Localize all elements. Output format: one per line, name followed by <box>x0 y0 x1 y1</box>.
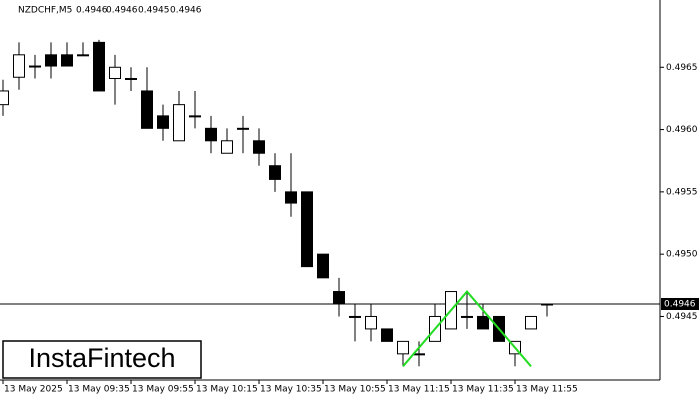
header-close: 0.4946 <box>170 6 202 16</box>
candle-body <box>365 315 377 330</box>
candle-body <box>77 54 89 57</box>
candle-body <box>477 315 489 330</box>
header-high: 0.4946 <box>106 6 138 16</box>
y-tick-label: 0.4960 <box>666 125 698 135</box>
x-tick-label: 13 May 11:35 <box>452 385 514 395</box>
candle-body <box>173 104 185 142</box>
price-label-box <box>661 298 699 310</box>
logo: InstaFintech <box>28 343 175 373</box>
candle-body <box>189 115 201 118</box>
candle-body <box>29 65 41 68</box>
logo-box <box>2 340 202 379</box>
candle-body <box>525 315 537 330</box>
x-tick-label: 13 May 09:55 <box>132 385 194 395</box>
candle-body <box>253 140 265 154</box>
candle-body <box>349 315 361 318</box>
candle-body <box>237 127 249 130</box>
candle-body <box>301 191 313 268</box>
candle-body <box>461 315 473 318</box>
candle-body <box>413 353 425 356</box>
header-open: 0.4946 <box>76 6 108 16</box>
y-tick-label: 0.4965 <box>666 63 698 73</box>
symbol: NZDCHF,M5 <box>18 6 72 16</box>
x-tick-label: 13 May 10:35 <box>260 385 322 395</box>
candle-body <box>317 253 329 279</box>
price-label: 0.4946 <box>664 300 696 310</box>
candle-body <box>221 140 233 154</box>
y-tick-label: 0.4955 <box>666 187 698 197</box>
candle-body <box>205 127 217 142</box>
x-tick-label: 13 May 2025 <box>4 385 63 395</box>
candle-body <box>61 54 73 67</box>
candle-body <box>109 66 121 79</box>
candle-body <box>45 54 57 67</box>
x-tick-label: 13 May 09:35 <box>68 385 130 395</box>
x-tick-label: 13 May 10:15 <box>196 385 258 395</box>
x-tick-label: 13 May 11:15 <box>388 385 450 395</box>
candle-body <box>13 54 25 78</box>
candle-body <box>141 90 153 129</box>
x-tick-label: 13 May 11:55 <box>516 385 578 395</box>
candle-body <box>541 303 553 306</box>
candle-body <box>381 328 393 342</box>
candle-body <box>285 191 297 204</box>
candle-body <box>125 77 137 80</box>
header-low: 0.4945 <box>138 6 170 16</box>
y-tick-label: 0.4950 <box>666 250 698 260</box>
candle-body <box>269 165 281 180</box>
candle-body <box>93 41 105 92</box>
y-tick-label: 0.4945 <box>666 312 698 322</box>
candle-body <box>157 115 169 129</box>
pattern-line <box>402 290 532 367</box>
candle-body <box>397 340 409 355</box>
candle-body <box>0 90 9 106</box>
candle-body <box>333 291 345 305</box>
x-tick-label: 13 May 10:55 <box>324 385 386 395</box>
